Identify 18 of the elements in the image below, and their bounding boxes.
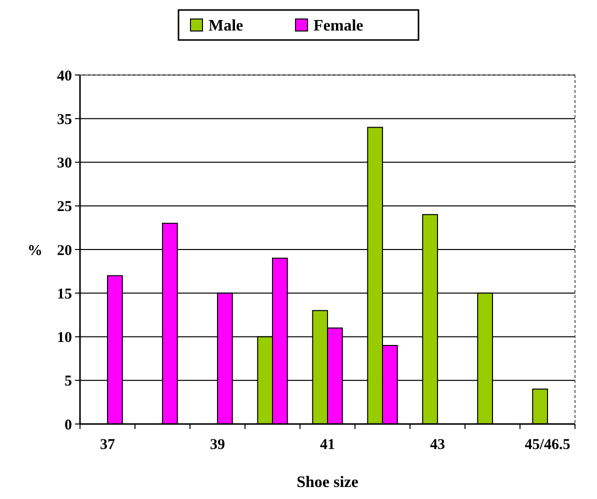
x-axis-title: Shoe size [296,474,358,491]
y-tick-label: 0 [64,417,72,434]
y-tick-label: 25 [57,199,72,216]
y-tick-label: 30 [57,156,72,172]
legend-label: Female [314,18,364,35]
y-tick-label: 15 [57,286,72,302]
legend-label: Male [208,18,244,35]
y-axis-title: % [28,242,42,259]
x-tick-label: 41 [320,437,335,453]
y-tick-label: 20 [57,242,72,259]
x-tick-label: 37 [100,437,116,453]
x-tick-label: 43 [430,437,445,453]
y-tick-label: 10 [57,330,72,346]
y-tick-label: 5 [64,374,72,390]
y-tick-label: 35 [57,112,72,128]
y-tick-label: 40 [57,68,72,84]
x-tick-label: 45/46.5 [524,437,570,453]
x-tick-label: 39 [210,437,225,453]
